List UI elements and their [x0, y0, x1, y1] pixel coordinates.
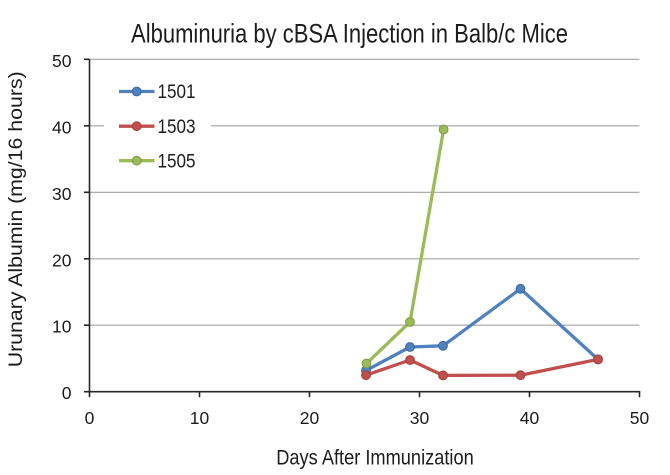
svg-text:Albuminuria by cBSA Injection: Albuminuria by cBSA Injection in Balb/c … [131, 19, 568, 49]
svg-text:20: 20 [300, 408, 320, 428]
svg-text:0: 0 [85, 408, 95, 428]
svg-text:30: 30 [52, 184, 72, 204]
svg-text:10: 10 [52, 317, 72, 337]
svg-text:1503: 1503 [158, 117, 196, 138]
svg-text:1501: 1501 [158, 82, 196, 103]
svg-text:50: 50 [630, 408, 650, 428]
svg-text:10: 10 [190, 408, 210, 428]
svg-text:30: 30 [410, 408, 430, 428]
svg-text:Urunary Albumin (mg/16 hours): Urunary Albumin (mg/16 hours) [5, 71, 27, 367]
svg-text:50: 50 [52, 51, 72, 71]
svg-text:20: 20 [52, 250, 72, 270]
svg-text:0: 0 [62, 383, 72, 403]
svg-text:40: 40 [52, 117, 72, 137]
svg-text:40: 40 [520, 408, 540, 428]
svg-text:Days After Immunization: Days After Immunization [276, 446, 474, 469]
svg-text:1505: 1505 [158, 151, 196, 172]
